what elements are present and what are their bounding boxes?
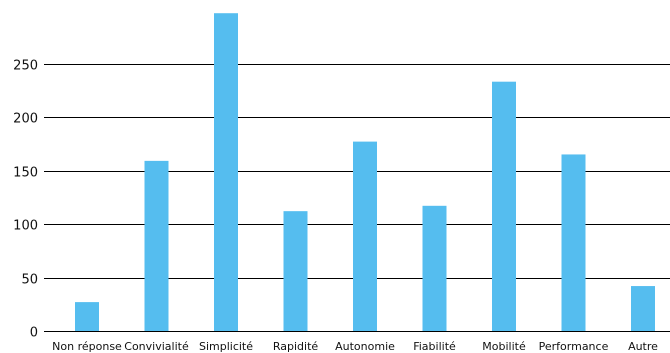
bar-rapidit- xyxy=(283,211,308,331)
x-category-label: Non réponse xyxy=(52,340,122,353)
bar-autre xyxy=(631,286,655,331)
bar-simplicit- xyxy=(214,13,238,332)
y-tick-label: 200 xyxy=(13,112,38,127)
y-tick-label: 0 xyxy=(30,326,38,341)
x-category-label: Rapidité xyxy=(273,340,319,353)
y-tick-label: 150 xyxy=(13,166,38,181)
bar-autonomie xyxy=(353,141,377,331)
x-category-label: Simplicité xyxy=(199,340,253,353)
x-category-label: Autonomie xyxy=(335,340,395,353)
x-axis-category-labels: Non réponse Convivialité Simplicité Rapidit… xyxy=(52,340,658,353)
y-tick-label: 250 xyxy=(13,59,38,74)
y-tick-label: 50 xyxy=(21,273,38,288)
y-tick-label: 100 xyxy=(13,219,38,234)
x-category-label: Convivialité xyxy=(124,340,189,353)
x-category-label: Fiabilité xyxy=(413,340,456,353)
bar-mobilit- xyxy=(492,81,516,331)
bar-performance xyxy=(561,154,586,331)
bar-fiabilit- xyxy=(422,205,447,331)
bars xyxy=(75,13,655,332)
y-axis-tick-labels: 0 50 100 150 200 250 xyxy=(13,59,38,341)
x-category-label: Autre xyxy=(628,340,658,353)
x-category-label: Performance xyxy=(539,340,609,353)
x-category-label: Mobilité xyxy=(482,340,526,353)
bar-non-r-ponse xyxy=(75,302,99,331)
bar-convivialit- xyxy=(144,160,169,331)
